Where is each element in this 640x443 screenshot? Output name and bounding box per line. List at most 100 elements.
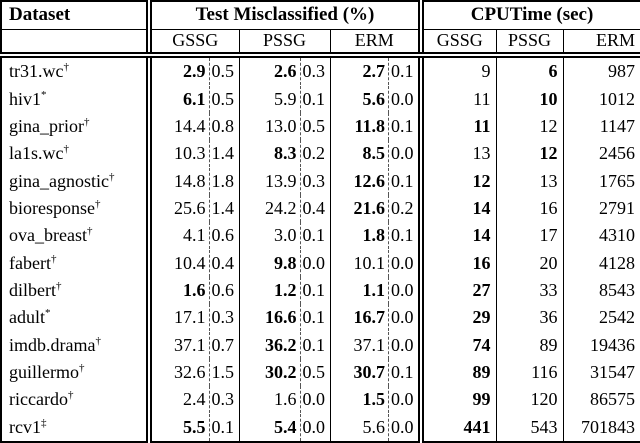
mean-std-pair: 1.6 0.6 <box>152 276 239 304</box>
dataset-cell: gina_agnostic† <box>1 167 149 194</box>
dataset-label: bioresponse <box>9 197 95 218</box>
table-row: guillermo† 32.6 1.5 30.2 0.5 30.7 0.1 89 11… <box>1 358 640 387</box>
dataset-label: fabert <box>9 252 51 273</box>
miscls-std-value: 1.4 <box>208 194 239 222</box>
dataset-superscript: † <box>56 279 62 292</box>
dataset-cell: tr31.wc† <box>1 55 149 85</box>
miscls-erm-cell: 5.6 0.0 <box>329 413 421 442</box>
miscls-std-value: 0.0 <box>299 386 330 414</box>
miscls-mean-value: 1.5 <box>362 389 386 410</box>
miscls-gssg-cell: 1.6 0.6 <box>146 276 239 305</box>
mean-std-pair: 3.0 0.1 <box>240 222 330 250</box>
mean-std-pair: 30.7 0.1 <box>331 359 419 386</box>
cpu-erm-cell: 8543 <box>562 276 640 305</box>
miscls-gssg-cell: 14.4 0.8 <box>146 112 239 141</box>
mean-std-pair: 4.1 0.6 <box>152 222 239 250</box>
miscls-gssg-cell: 17.1 0.3 <box>146 304 239 332</box>
dataset-superscript: † <box>67 389 74 402</box>
cpu-erm-cell: 2456 <box>562 140 640 168</box>
miscls-mean-value: 13.0 <box>265 115 297 136</box>
miscls-erm-cell: 21.6 0.2 <box>329 194 421 223</box>
miscls-mean-value: 32.6 <box>174 362 206 382</box>
dataset-cell: bioresponse† <box>1 195 149 222</box>
dataset-superscript: † <box>79 362 85 374</box>
mean-std-pair: 14.8 1.8 <box>152 167 239 195</box>
cpu-erm-cell: 19436 <box>562 331 640 359</box>
miscls-mean-value: 10.4 <box>174 252 206 273</box>
cpu-gssg-cell: 441 <box>418 413 496 442</box>
miscls-mean-value: 36.2 <box>265 334 297 355</box>
cpu-pssg-cell: 12 <box>495 140 563 168</box>
miscls-mean-value: 25.6 <box>174 197 206 218</box>
miscls-mean-value: 1.2 <box>274 279 297 300</box>
miscls-gssg-cell: 5.5 0.1 <box>146 413 239 442</box>
cpu-erm-cell: 2791 <box>562 194 640 223</box>
miscls-std-value: 0.0 <box>388 304 418 332</box>
dataset-superscript: * <box>45 307 51 320</box>
cpu-gssg-cell: 99 <box>418 386 496 414</box>
miscls-erm-cell: 10.1 0.0 <box>329 249 421 277</box>
miscls-mean-value: 5.4 <box>274 416 297 437</box>
dataset-superscript: † <box>95 334 101 347</box>
cpu-pssg-cell: 36 <box>495 304 563 332</box>
dataset-label: rcv1 <box>9 416 41 437</box>
miscls-mean-value: 24.2 <box>265 197 297 218</box>
miscls-std-value: 0.6 <box>208 222 239 250</box>
dataset-cell: la1s.wc† <box>1 140 149 167</box>
miscls-mean-value: 8.5 <box>362 143 386 164</box>
miscls-erm-cell: 8.5 0.0 <box>329 140 421 168</box>
mean-std-pair: 2.6 0.3 <box>240 58 330 86</box>
cpu-erm-cell: 4128 <box>562 249 640 277</box>
cpu-gssg-cell: 29 <box>418 304 496 332</box>
miscls-mean-value: 5.6 <box>362 416 386 437</box>
cpu-erm-cell: 31547 <box>562 358 640 387</box>
miscls-std-value: 0.1 <box>388 112 418 140</box>
cpu-erm-cell: 4310 <box>562 222 640 250</box>
table-row: tr31.wc† 2.9 0.5 2.6 0.3 2.7 0.1 9 6 987 <box>1 55 640 86</box>
miscls-mean-value: 37.1 <box>353 334 386 355</box>
miscls-std-value: 0.2 <box>299 140 330 168</box>
dataset-superscript: † <box>63 143 69 156</box>
table-row: hiv1* 6.1 0.5 5.9 0.1 5.6 0.0 11 10 1012 <box>1 85 640 113</box>
mean-std-pair: 17.1 0.3 <box>152 304 239 332</box>
table-row: riccardo† 2.4 0.3 1.6 0.0 1.5 0.0 99 120 86… <box>1 386 640 414</box>
miscls-std-value: 0.1 <box>208 413 239 441</box>
miscls-mean-value: 37.1 <box>174 334 206 355</box>
dataset-label: tr31.wc <box>9 61 64 82</box>
miscls-mean-value: 6.1 <box>183 88 206 109</box>
miscls-mean-value: 5.6 <box>362 88 386 109</box>
miscls-std-value: 0.1 <box>388 222 418 250</box>
dataset-cell: guillermo† <box>1 359 149 386</box>
mean-std-pair: 5.9 0.1 <box>240 85 330 113</box>
miscls-pssg-cell: 24.2 0.4 <box>238 194 330 223</box>
subheader-cpu-erm: ERM <box>562 29 640 58</box>
dataset-cell: gina_prior† <box>1 113 149 140</box>
miscls-pssg-cell: 36.2 0.1 <box>238 331 330 359</box>
miscls-std-value: 0.4 <box>299 194 330 222</box>
column-group-test-misclassified: Test Misclassified (%) <box>146 1 421 30</box>
dataset-cell: fabert† <box>1 249 149 276</box>
mean-std-pair: 36.2 0.1 <box>240 331 330 359</box>
mean-std-pair: 8.5 0.0 <box>331 140 419 168</box>
dataset-label: la1s.wc <box>9 143 64 164</box>
mean-std-pair: 37.1 0.0 <box>331 331 419 359</box>
miscls-std-value: 0.5 <box>208 85 239 113</box>
miscls-mean-value: 30.7 <box>353 362 386 382</box>
cpu-pssg-cell: 13 <box>495 167 563 195</box>
subheader-miscls-erm: ERM <box>329 29 421 58</box>
miscls-erm-cell: 5.6 0.0 <box>329 85 421 113</box>
miscls-std-value: 0.1 <box>388 359 418 386</box>
miscls-mean-value: 16.7 <box>353 307 386 328</box>
cpu-pssg-cell: 543 <box>495 413 563 442</box>
table-row: ova_breast† 4.1 0.6 3.0 0.1 1.8 0.1 14 17 4… <box>1 222 640 250</box>
mean-std-pair: 8.3 0.2 <box>240 140 330 168</box>
miscls-pssg-cell: 9.8 0.0 <box>238 249 330 277</box>
table-row: dilbert† 1.6 0.6 1.2 0.1 1.1 0.0 27 33 8543 <box>1 276 640 305</box>
miscls-mean-value: 14.8 <box>174 170 206 191</box>
mean-std-pair: 5.6 0.0 <box>331 413 419 441</box>
miscls-mean-value: 21.6 <box>353 197 386 218</box>
cpu-pssg-cell: 89 <box>495 331 563 359</box>
table-row: bioresponse† 25.6 1.4 24.2 0.4 21.6 0.2 14 … <box>1 194 640 223</box>
mean-std-pair: 12.6 0.1 <box>331 167 419 195</box>
